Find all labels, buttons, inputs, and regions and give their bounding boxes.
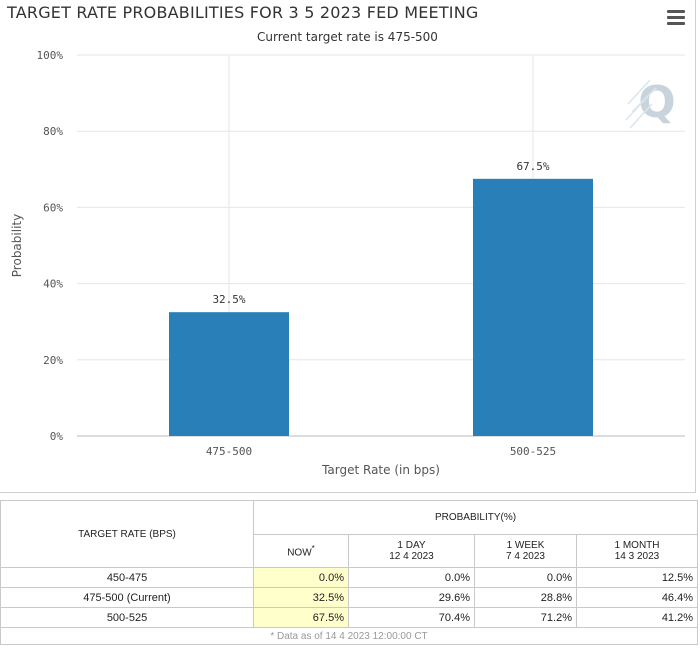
cell-now: 0.0% [253,567,349,588]
column-header-1-week: 1 WEEK 7 4 2023 [474,534,577,568]
x-axis-title: Target Rate (in bps) [321,463,440,477]
x-tick-label: 475-500 [206,445,252,458]
cell-1-day: 0.0% [348,567,475,588]
cell-now: 67.5% [253,607,349,628]
column-header-1-day: 1 DAY 12 4 2023 [348,534,475,568]
table-row: 500-525 67.5% 70.4% 71.2% 41.2% [0,607,699,628]
y-tick-label: 0% [50,430,64,443]
probability-table: TARGET RATE (BPS) PROBABILITY(%) NOW* 1 … [0,500,699,645]
cell-now: 32.5% [253,587,349,608]
target-rate-header: TARGET RATE (BPS) [0,500,254,568]
chart-title: TARGET RATE PROBABILITIES FOR 3 5 2023 F… [7,3,479,22]
y-tick-label: 100% [37,49,64,62]
x-tick-label: 500-525 [510,445,556,458]
watermark-stroke [629,103,653,129]
cell-1-month: 46.4% [575,587,699,608]
y-tick-label: 40% [43,278,63,291]
y-tick-label: 60% [43,201,63,214]
cell-1-week: 28.8% [474,587,577,608]
table-row: 450-475 0.0% 0.0% 0.0% 12.5% [0,567,699,588]
y-tick-label: 80% [43,125,63,138]
cell-1-day: 70.4% [348,607,475,628]
column-header-now: NOW* [253,534,349,568]
watermark-stroke [627,79,651,105]
data-label: 67.5% [516,160,549,173]
watermark-logo: Q [638,77,675,128]
chart-container: 0% 20% 40% 60% 80% 100% Q 32.5% 475-500 67.5% 500-… [0,0,696,493]
bar-chart: 0% 20% 40% 60% 80% 100% Q 32.5% 475-500 67.5% 500-… [10,49,685,477]
column-header-1-month: 1 MONTH 14 3 2023 [575,534,699,568]
chart-subtitle: Current target rate is 475-500 [257,30,438,44]
probability-header: PROBABILITY(%) [252,500,699,535]
hamburger-menu-icon[interactable] [667,10,685,26]
cell-1-month: 41.2% [575,607,699,628]
watermark-stroke [625,95,649,121]
y-axis-title: Probability [10,214,24,277]
y-tick-label: 20% [43,354,63,367]
bar-475-500 [169,312,289,436]
table-row: 475-500 (Current) 32.5% 29.6% 28.8% 46.4… [0,587,699,608]
data-timestamp-note: * Data as of 14 4 2023 12:00:00 CT [0,627,699,645]
cell-1-week: 71.2% [474,607,577,628]
row-rate: 450-475 [0,567,254,588]
cell-1-day: 29.6% [348,587,475,608]
row-rate: 475-500 (Current) [0,587,254,608]
cell-1-month: 12.5% [575,567,699,588]
data-label: 32.5% [212,293,245,306]
bar-500-525 [473,178,593,436]
row-rate: 500-525 [0,607,254,628]
cell-1-week: 0.0% [474,567,577,588]
